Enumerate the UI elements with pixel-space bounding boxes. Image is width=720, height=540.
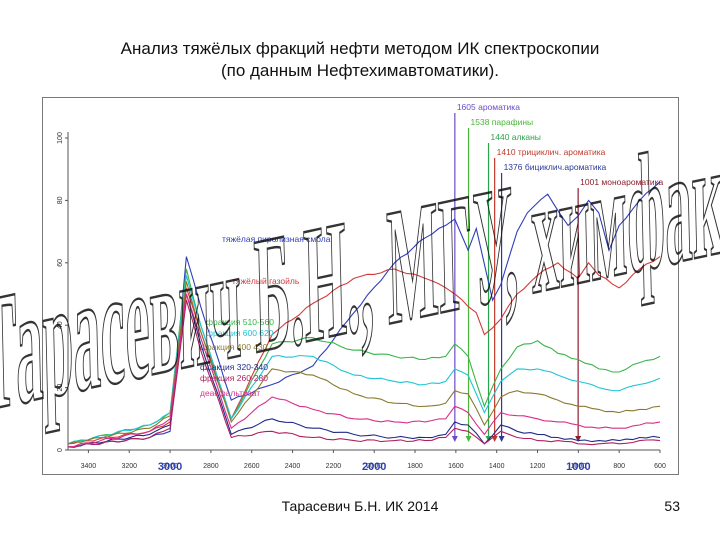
series-line <box>67 293 661 448</box>
x-tick-label: 600 <box>654 463 666 470</box>
y-tick-label: 40 <box>57 321 64 329</box>
series-line <box>67 256 661 445</box>
x-major-label: 3000 <box>158 461 182 473</box>
series-line <box>67 293 661 448</box>
series-label: фракция 320-340 <box>200 362 268 372</box>
series-label: деасфальтизат <box>200 388 260 398</box>
y-tick-label: 100 <box>57 132 64 144</box>
chart-frame <box>42 97 679 475</box>
x-tick-label: 1400 <box>489 463 505 470</box>
x-tick-label: 1600 <box>448 463 464 470</box>
x-tick-label: 3200 <box>121 463 137 470</box>
peak-label: 1410 трициклич. ароматика <box>497 147 606 157</box>
x-tick-label: 1800 <box>407 463 423 470</box>
y-tick-label: 60 <box>57 259 64 267</box>
peak-arrow <box>451 436 458 442</box>
x-tick-label: 2400 <box>285 463 301 470</box>
x-tick-label: 1200 <box>530 463 546 470</box>
x-tick-label: 3000 <box>162 463 178 470</box>
series-line <box>67 300 661 448</box>
series-line <box>67 181 661 448</box>
peak-label: 1538 парафины <box>471 117 534 127</box>
y-tick-label: 0 <box>57 448 64 452</box>
y-tick-label: 80 <box>57 196 64 204</box>
x-tick-label: 800 <box>613 463 625 470</box>
footer-author: Тарасевич Б.Н. ИК 2014 <box>281 498 439 514</box>
series-label: тяжёлая пиролизная смола <box>222 234 331 244</box>
peak-label: 1605 ароматика <box>457 102 520 112</box>
page-number: 53 <box>664 498 680 514</box>
peak-arrow <box>491 436 498 442</box>
x-tick-label: 3400 <box>81 463 97 470</box>
x-tick-label: 1000 <box>571 463 587 470</box>
x-major-label: 1000 <box>566 461 590 473</box>
peak-label: 1001 моноароматика <box>580 177 663 187</box>
peak-arrow <box>498 436 505 442</box>
peak-arrow <box>575 436 582 442</box>
series-label: фракция 600 620 <box>206 328 274 338</box>
slide-title-line-1: Анализ тяжёлых фракций нефти методом ИК … <box>120 39 600 58</box>
series-label: фракция 260-280 <box>200 373 268 383</box>
series-line <box>67 275 661 445</box>
slide-title-line-2: (по данным Нефтехимавтоматики). <box>220 61 500 80</box>
x-tick-label: 2600 <box>244 463 260 470</box>
series-label: фракция 400 430 <box>200 342 268 352</box>
x-tick-label: 2800 <box>203 463 219 470</box>
x-tick-label: 2200 <box>326 463 342 470</box>
series-label: тяжёлый газойль <box>232 276 300 286</box>
y-tick-label: 20 <box>57 384 64 392</box>
peak-arrow <box>465 436 472 442</box>
x-major-label: 2000 <box>362 461 386 473</box>
peak-label: 1440 алканы <box>491 132 541 142</box>
series-label: фракция 510-560 <box>206 317 274 327</box>
x-tick-label: 2000 <box>366 463 382 470</box>
series-line <box>67 281 661 445</box>
peak-label: 1376 бициклич.ароматика <box>504 162 607 172</box>
